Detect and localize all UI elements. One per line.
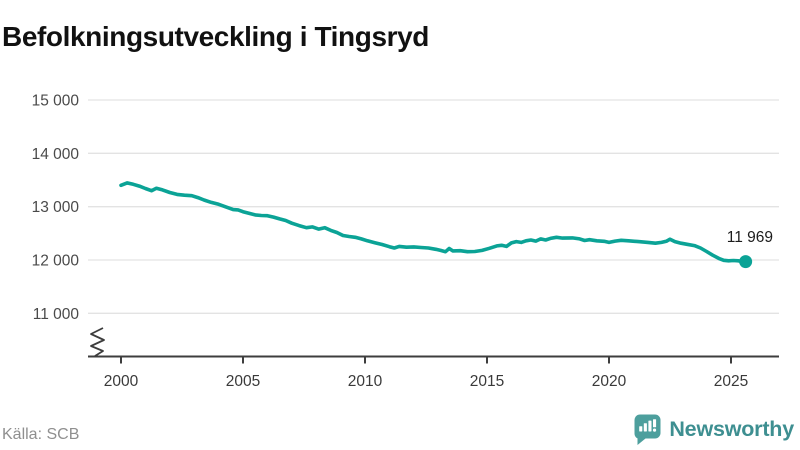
speech-bubble-chart-icon: [634, 414, 661, 445]
svg-text:2005: 2005: [226, 373, 260, 390]
svg-text:2025: 2025: [714, 373, 748, 390]
svg-text:15 000: 15 000: [32, 93, 80, 110]
svg-text:2000: 2000: [104, 373, 139, 390]
svg-text:14 000: 14 000: [32, 146, 80, 163]
svg-text:12 000: 12 000: [32, 253, 80, 270]
svg-text:11 000: 11 000: [33, 306, 80, 323]
svg-text:2020: 2020: [592, 373, 627, 390]
page-title: Befolkningsutveckling i Tingsryd: [2, 20, 429, 52]
svg-text:13 000: 13 000: [32, 199, 80, 216]
brand-wordmark: Newsworthy: [669, 417, 794, 441]
latest-value-annotation: 11 969: [726, 229, 773, 246]
svg-text:2015: 2015: [470, 373, 504, 390]
newsworthy-logo: Newsworthy: [633, 413, 794, 446]
svg-text:2010: 2010: [348, 373, 383, 390]
source-label: Källa: SCB: [2, 426, 80, 443]
